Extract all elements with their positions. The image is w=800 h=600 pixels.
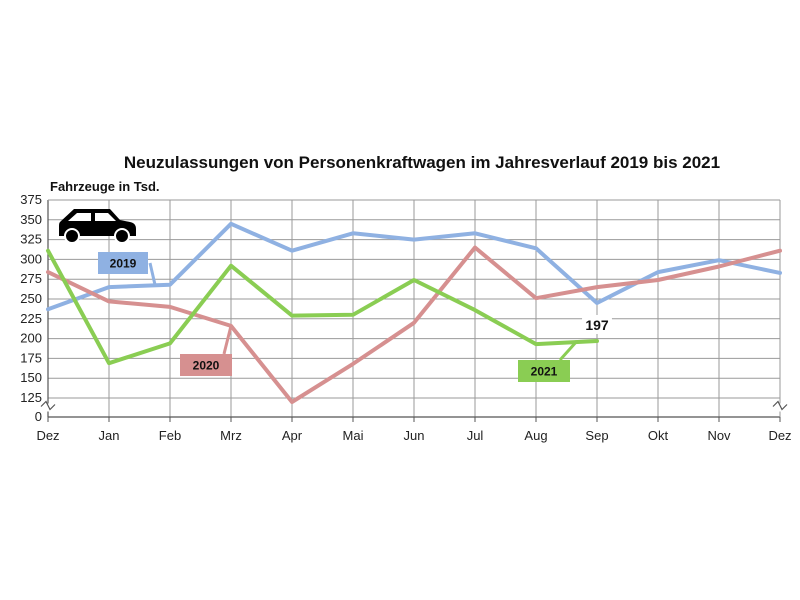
axis-break-gap	[772, 403, 788, 412]
car-icon	[59, 209, 136, 244]
series-line-2020	[46, 245, 782, 404]
y-tick-label: 150	[20, 370, 42, 385]
value-label: 197	[585, 317, 609, 333]
x-tick-label: Jan	[99, 428, 120, 443]
axis-break-gap	[40, 403, 56, 412]
y-tick-label: 250	[20, 291, 42, 306]
series-lines	[46, 221, 782, 404]
x-tick-label: Aug	[524, 428, 547, 443]
grid	[47, 199, 781, 417]
y-tick-label: 275	[20, 271, 42, 286]
x-tick-label: Feb	[159, 428, 181, 443]
series-line-2021	[46, 248, 599, 366]
series-tag-label-2019: 2019	[110, 257, 137, 271]
y-axis-unit-label: Fahrzeuge in Tsd.	[50, 179, 160, 194]
y-tick-label: 175	[20, 350, 42, 365]
y-tick-label: 225	[20, 311, 42, 326]
series-tag-2019	[98, 252, 148, 274]
series-line-2019	[46, 221, 782, 312]
x-tick-label: Jun	[404, 428, 425, 443]
series-tag-2021	[518, 360, 570, 382]
axis-break-mark	[772, 400, 788, 411]
y-tick-label: 375	[20, 192, 42, 207]
x-tick-label: Nov	[707, 428, 731, 443]
series-tag-pointer-2021	[558, 339, 579, 361]
x-tick-label: Okt	[648, 428, 669, 443]
series-tag-pointer-2019	[148, 262, 157, 286]
y-tick-label: 325	[20, 232, 42, 247]
x-tick-label: Dez	[768, 428, 791, 443]
x-tick-label: Apr	[282, 428, 303, 443]
value-label-bg	[582, 314, 612, 334]
series-tag-label-2020: 2020	[193, 359, 220, 373]
axes: 0 125 150 175 200 225 250 275 300 325 350 375 Dez Jan…	[20, 192, 791, 443]
series-tag-label-2021: 2021	[531, 365, 558, 379]
x-tick-label: Dez	[36, 428, 59, 443]
x-tick-label: Jul	[467, 428, 484, 443]
y-tick-label: 125	[20, 390, 42, 405]
series-tags: 2019 2020 2021 197	[98, 252, 612, 382]
x-tick-label: Mrz	[220, 428, 242, 443]
x-tick-label: Sep	[585, 428, 608, 443]
series-tag-2020	[180, 354, 232, 376]
y-tick-label: 200	[20, 331, 42, 346]
chart-title: Neuzulassungen von Personenkraftwagen im…	[124, 153, 720, 172]
axis-break-mark	[40, 400, 56, 411]
y-tick-label: 350	[20, 212, 42, 227]
series-tag-pointer-2020	[222, 325, 233, 355]
y-tick-label: 0	[35, 409, 42, 424]
x-tick-label: Mai	[343, 428, 364, 443]
y-tick-label: 300	[20, 251, 42, 266]
